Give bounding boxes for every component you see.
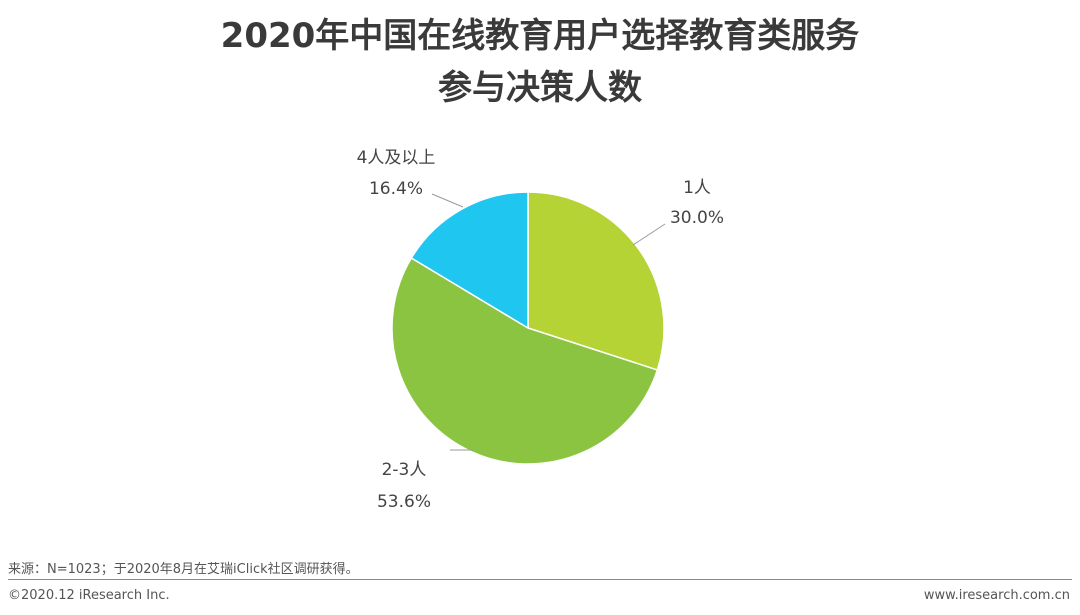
slice-category-label: 2-3人 (382, 460, 427, 480)
copyright-text: ©2020.12 iResearch Inc. (8, 588, 170, 603)
leader-line (431, 193, 464, 208)
leader-line (632, 223, 666, 246)
footer-divider (8, 579, 1072, 580)
source-note: 来源：N=1023；于2020年8月在艾瑞iClick社区调研获得。 (8, 562, 359, 577)
slice-value-label: 53.6% (377, 492, 431, 512)
slice-value-label: 30.0% (670, 208, 724, 228)
chart-title-line1: 2020年中国在线教育用户选择教育类服务 (220, 16, 860, 56)
pie-slice (527, 191, 665, 371)
slice-value-label: 16.4% (369, 179, 423, 199)
website-link[interactable]: www.iresearch.com.cn (923, 588, 1070, 603)
slice-category-label: 1人 (683, 178, 711, 198)
slice-category-label: 4人及以上 (357, 148, 436, 168)
pie-slices (391, 191, 665, 465)
pie-slice (410, 191, 529, 330)
slice-labels: 1人 30.0% 2-3人 53.6% 4人及以上 16.4% (357, 148, 724, 512)
pie-slice (391, 257, 659, 465)
leader-lines (431, 193, 666, 451)
chart-title-line2: 参与决策人数 (438, 68, 642, 108)
